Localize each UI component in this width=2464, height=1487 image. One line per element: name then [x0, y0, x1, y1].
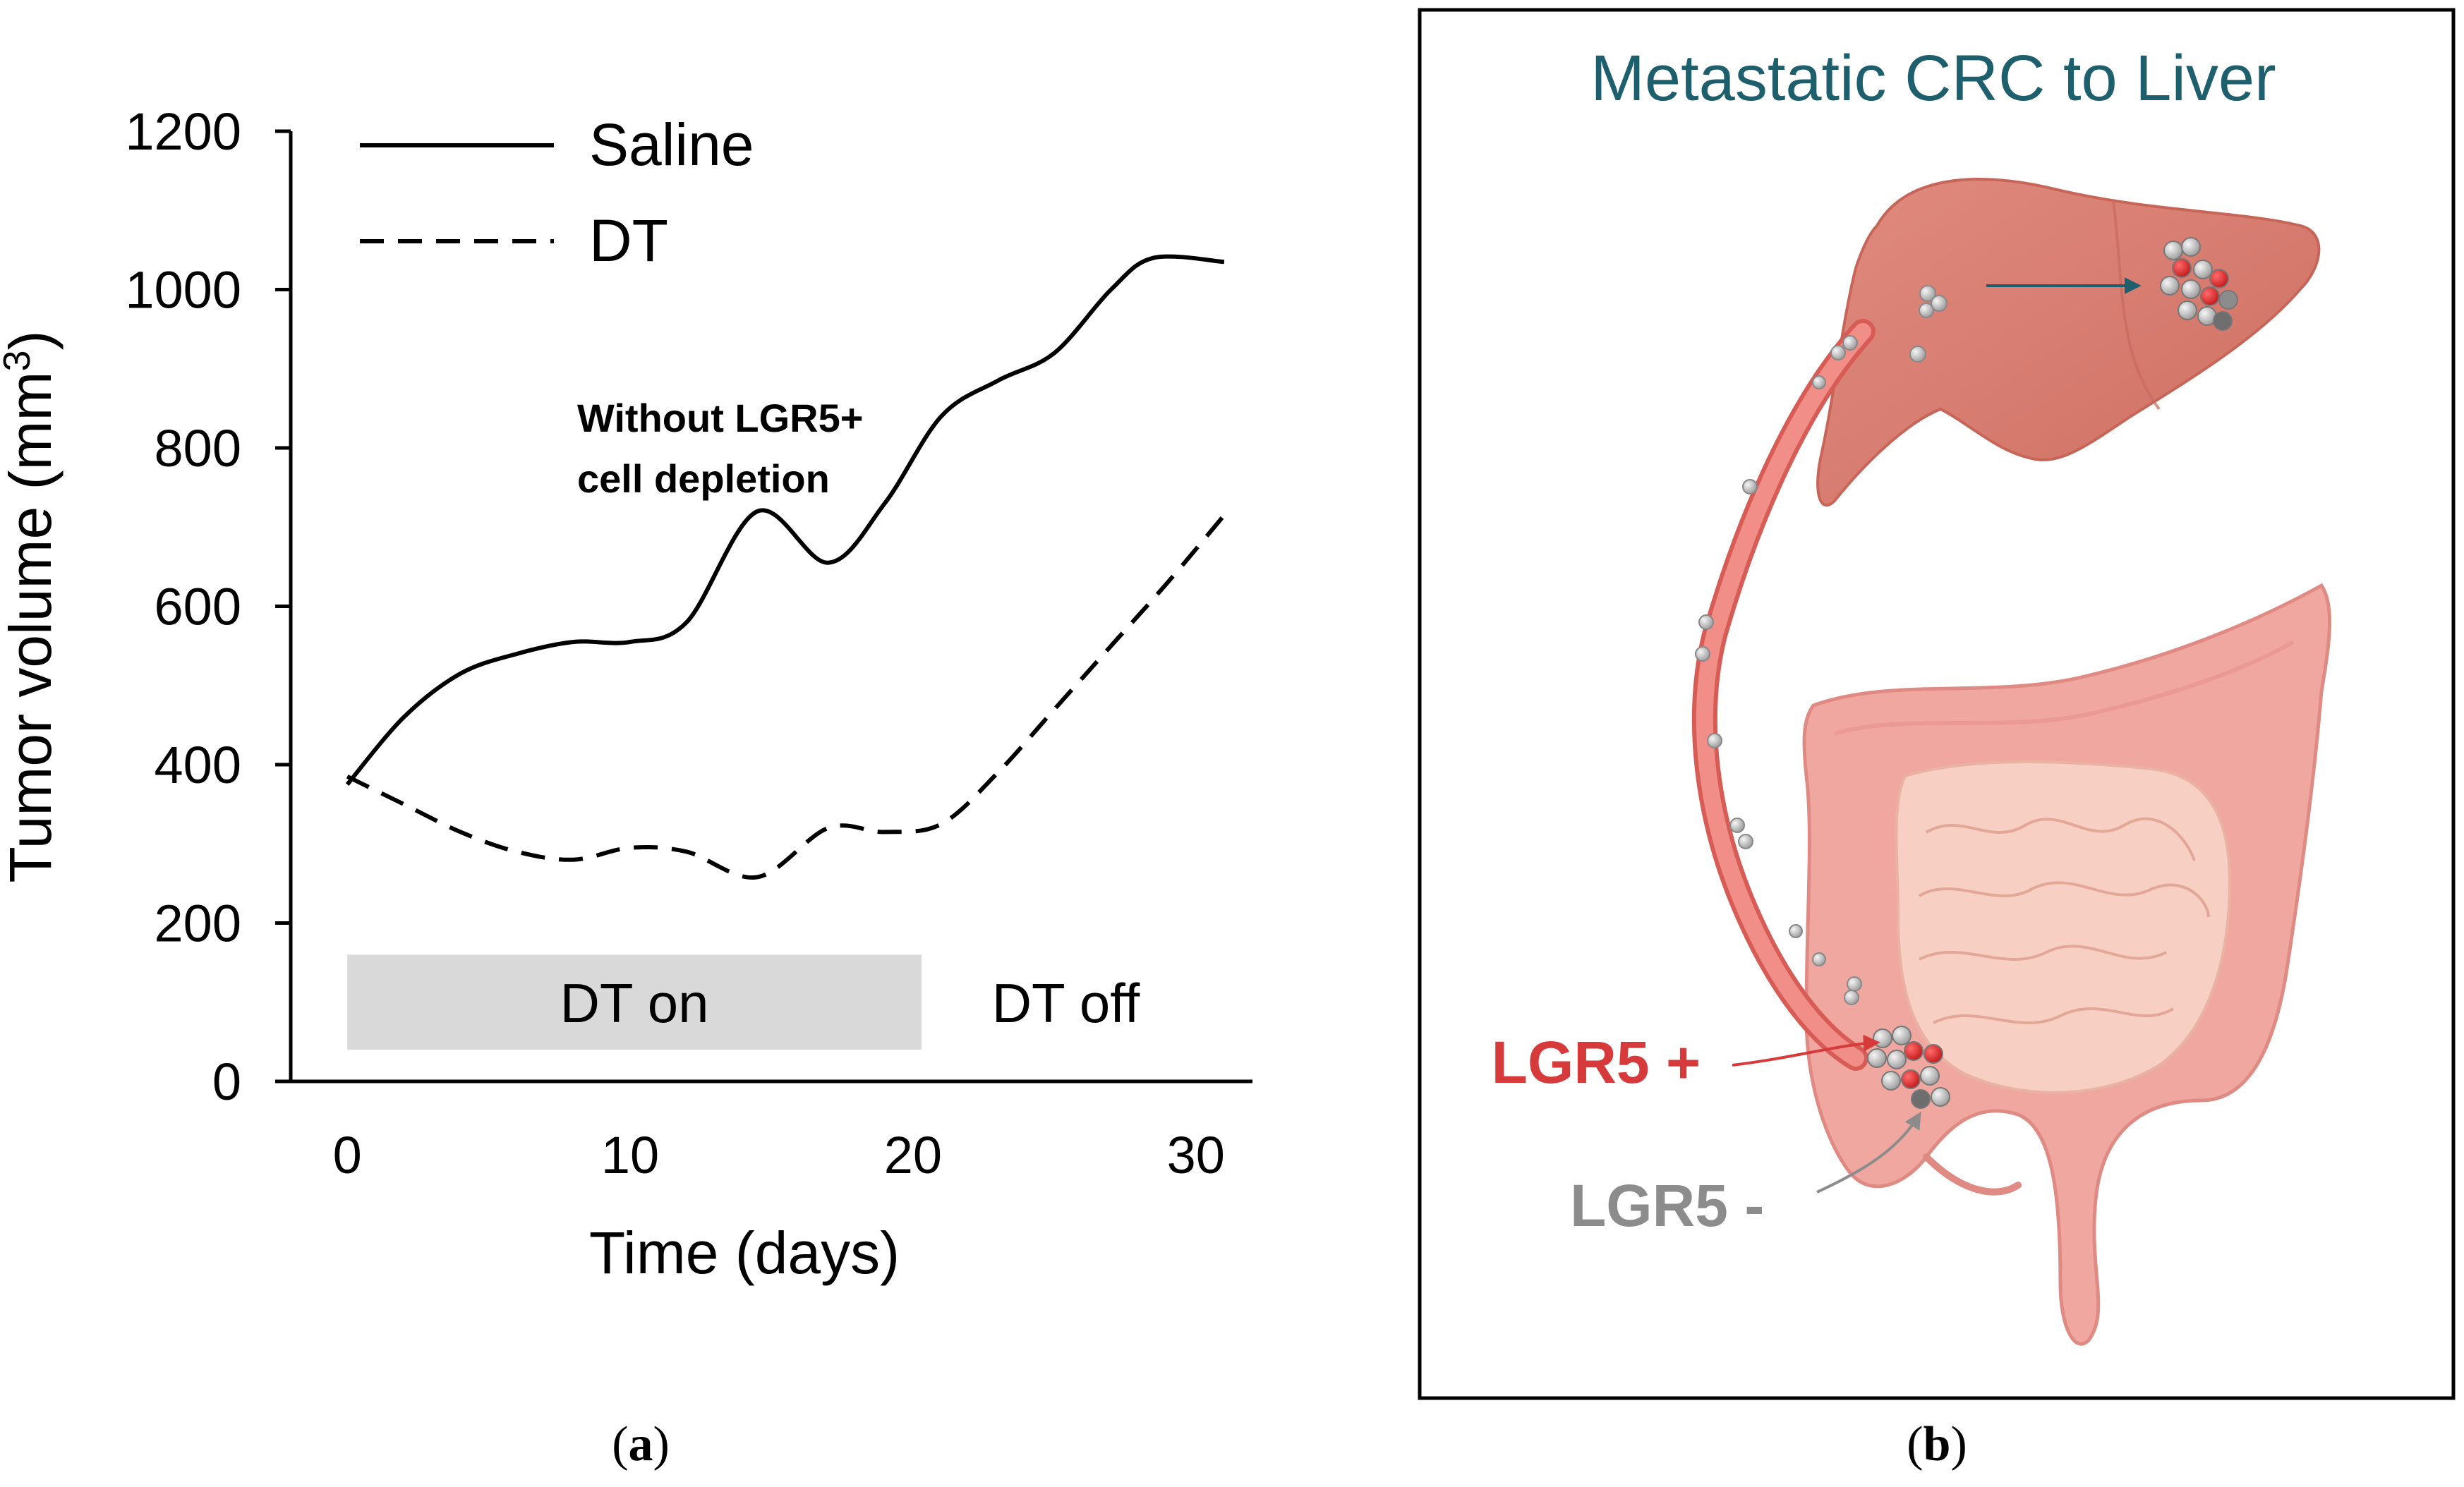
panel-label-b-open: (: [1907, 1417, 1923, 1471]
x-axis-ticks: 0 10 20 30: [333, 1126, 1225, 1184]
series-line-saline: [345, 254, 1225, 786]
circulating-cells: [1695, 335, 1862, 1005]
y-axis-title-close: ): [0, 331, 64, 351]
lgr5-positive-arrow: [1732, 1034, 1880, 1067]
y-axis-title-text: Tumor volume (mm: [0, 372, 64, 883]
legend-label-dt: DT: [589, 207, 668, 274]
x-axis-title: Time (days): [589, 1220, 900, 1286]
annotation-line-1: Without LGR5+: [577, 396, 863, 440]
lgr5-negative-label: LGR5 -: [1570, 1172, 1764, 1239]
y-tick-label: 1000: [125, 261, 241, 320]
panel-label-b-letter: b: [1924, 1417, 1951, 1471]
dt-on-label: DT on: [560, 972, 709, 1034]
y-axis-ticks: 0 200 400 600 800 1000 1200: [125, 102, 291, 1111]
panel-label-b-close: ): [1950, 1417, 1967, 1471]
panel-a-chart: DT on DT off 0 200 400 600 800 1000 1200 0 10 20…: [0, 102, 1252, 1471]
small-intestine-illustration: [1895, 760, 2232, 1094]
x-tick-label: 10: [601, 1126, 659, 1184]
lgr5-negative-arrow: [1816, 1111, 1921, 1194]
panel-b-illustration: Metastatic CRC to Liver: [1418, 8, 2456, 1471]
liver-seeded-cells: [1909, 285, 1947, 363]
y-axis-title: Tumor volume (mm3): [0, 331, 64, 883]
panel-label-b: (b): [1907, 1417, 1967, 1471]
series-line-dt: [346, 514, 1226, 880]
x-tick-label: 0: [333, 1126, 362, 1184]
legend-label-saline: Saline: [589, 111, 754, 178]
panel-label-a-letter: a: [629, 1417, 653, 1471]
y-tick-label: 0: [212, 1052, 241, 1111]
dt-on-shaded-region: [347, 954, 922, 1050]
liver-illustration: [1816, 178, 2321, 507]
panel-label-a-close: ): [653, 1417, 670, 1471]
x-tick-label: 30: [1167, 1126, 1225, 1184]
panel-label-a: (a): [612, 1417, 670, 1471]
y-tick-label: 400: [155, 736, 241, 794]
blood-vessel-illustration: [1691, 319, 1876, 1071]
y-axis-title-superscript: 3: [0, 350, 38, 371]
illustration-title: Metastatic CRC to Liver: [1590, 42, 2276, 114]
x-tick-label: 20: [884, 1126, 942, 1184]
lgr5-positive-label: LGR5 +: [1492, 1029, 1701, 1095]
primary-tumor-cluster: [1867, 1026, 1950, 1109]
y-tick-label: 600: [155, 578, 241, 636]
annotation-line-2: cell depletion: [577, 456, 830, 501]
y-tick-label: 800: [155, 419, 241, 478]
y-tick-label: 200: [155, 894, 241, 953]
y-tick-label: 1200: [125, 102, 241, 161]
dt-off-label: DT off: [992, 972, 1140, 1034]
liver-metastasis-cluster: [2160, 237, 2238, 331]
panel-label-a-open: (: [612, 1417, 628, 1471]
legend: Saline DT: [360, 111, 754, 274]
